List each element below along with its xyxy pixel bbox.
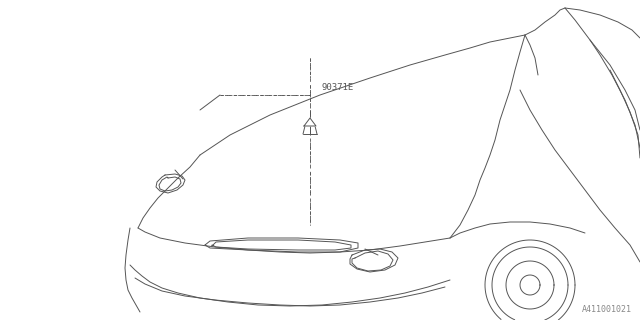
Text: 90371E: 90371E — [322, 83, 355, 92]
Text: A411001021: A411001021 — [582, 305, 632, 314]
Polygon shape — [304, 118, 316, 126]
